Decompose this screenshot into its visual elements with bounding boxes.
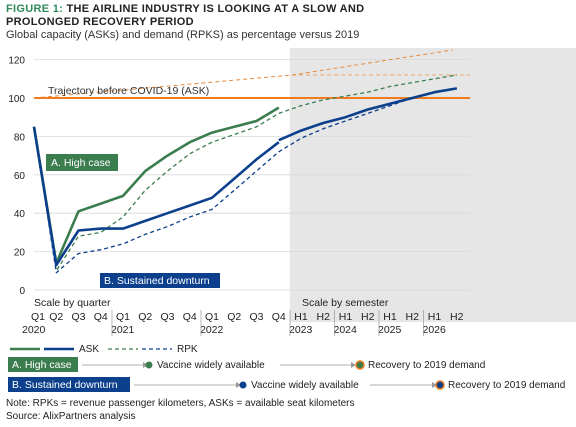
- series-line-down_rpk: [33, 87, 457, 274]
- legend-recovery-label-b: Recovery to 2019 demand: [448, 380, 565, 391]
- y-tick-label: 0: [19, 286, 25, 297]
- legend-vaccine-label-a: Vaccine widely available: [157, 360, 265, 371]
- x-tick-label: Q1: [205, 311, 219, 323]
- legend-high-case-box: [8, 357, 78, 372]
- x-tick-label: H2: [450, 311, 464, 323]
- y-tick-label: 40: [14, 209, 26, 220]
- legend-arrowhead: [351, 362, 356, 368]
- legend-downturn-label: B. Sustained downturn: [12, 379, 118, 391]
- x-tick-label: Q4: [94, 311, 108, 323]
- x-year-label: 2024: [334, 324, 358, 336]
- x-tick-label: Q1: [116, 311, 130, 323]
- x-tick-label: Q2: [227, 311, 241, 323]
- title-line2: PROLONGED RECOVERY PERIOD: [6, 16, 194, 28]
- chart-subtitle: Global capacity (ASKs) and demand (RPKS)…: [6, 29, 360, 41]
- legend-recovery-marker-green: [355, 360, 365, 370]
- x-tick-label: H2: [406, 311, 420, 323]
- x-year-label: 2020: [22, 324, 46, 336]
- y-tick-label: 120: [8, 56, 25, 67]
- high-case-tag-box: [46, 154, 118, 171]
- legend-recovery-label-a: Recovery to 2019 demand: [368, 360, 485, 371]
- legend-vaccine-label-b: Vaccine widely available: [251, 380, 359, 391]
- x-year-label: 2026: [423, 324, 447, 336]
- x-tick-label: Q2: [138, 311, 152, 323]
- downturn-tag-label: B. Sustained downturn: [104, 275, 210, 287]
- high-case-tag: A. High case: [46, 154, 118, 171]
- x-tick-label: Q4: [183, 311, 197, 323]
- x-tick-label: H2: [361, 311, 375, 323]
- y-tick-label: 20: [14, 248, 26, 259]
- x-tick-label: H1: [339, 311, 353, 323]
- title-line1: THE AIRLINE INDUSTRY IS LOOKING AT A SLO…: [63, 3, 365, 15]
- scale-quarter-label: Scale by quarter: [34, 297, 111, 309]
- legend-row-high-case: A. High case Vaccine widely available Reco…: [8, 357, 485, 372]
- legend-row-downturn: B. Sustained downturn Vaccine widely avai…: [8, 377, 565, 392]
- x-tick-label: Q3: [160, 311, 174, 323]
- x-tick-label: Q2: [49, 311, 63, 323]
- x-year-label: 2025: [378, 324, 402, 336]
- downturn-tag: B. Sustained downturn: [100, 273, 220, 288]
- trajectory-label: Trajectory before COVID-19 (ASK): [48, 85, 209, 97]
- legend-ask-label: ASK: [79, 344, 99, 355]
- y-tick-label: 100: [8, 94, 25, 105]
- x-year-label: 2021: [111, 324, 135, 336]
- downturn-tag-box: [100, 273, 220, 288]
- x-year-label: 2022: [200, 324, 224, 336]
- high-case-tag-label: A. High case: [51, 157, 111, 169]
- legend-downturn-box: [8, 377, 130, 392]
- series-line-high_ask: [32, 106, 280, 265]
- legend-rpk-label: RPK: [177, 344, 198, 355]
- x-tick-label: H1: [428, 311, 442, 323]
- x-tick-label: H1: [383, 311, 397, 323]
- x-tick-label: Q1: [31, 311, 45, 323]
- y-tick-label: 60: [14, 171, 26, 182]
- x-tick-label: Q4: [272, 311, 286, 323]
- legend-arrowhead: [432, 382, 437, 388]
- legend-vaccine-marker-green: [145, 361, 153, 369]
- x-tick-label: H2: [317, 311, 331, 323]
- chart-title: FIGURE 1: THE AIRLINE INDUSTRY IS LOOKIN…: [6, 3, 364, 29]
- legend-recovery-marker-blue: [435, 380, 445, 390]
- legend-high-case-label: A. High case: [12, 359, 72, 371]
- legend-arrowhead: [236, 382, 241, 388]
- figure-label: FIGURE 1:: [6, 3, 64, 15]
- source-note: Source: AlixPartners analysis: [6, 411, 136, 422]
- series-line-down_ask: [32, 126, 280, 267]
- y-tick-label: 80: [14, 132, 26, 143]
- x-tick-label: Q3: [71, 311, 85, 323]
- footnote: Note: RPKs = revenue passenger kilometer…: [6, 398, 355, 409]
- series-line-down_ask_future: [278, 87, 458, 142]
- x-year-label: 2023: [289, 324, 313, 336]
- scale-semester-label: Scale by semester: [302, 297, 389, 309]
- x-tick-label: H1: [294, 311, 308, 323]
- legend-vaccine-marker-blue: [239, 381, 247, 389]
- x-tick-label: Q3: [249, 311, 263, 323]
- forecast-shade: [289, 48, 576, 322]
